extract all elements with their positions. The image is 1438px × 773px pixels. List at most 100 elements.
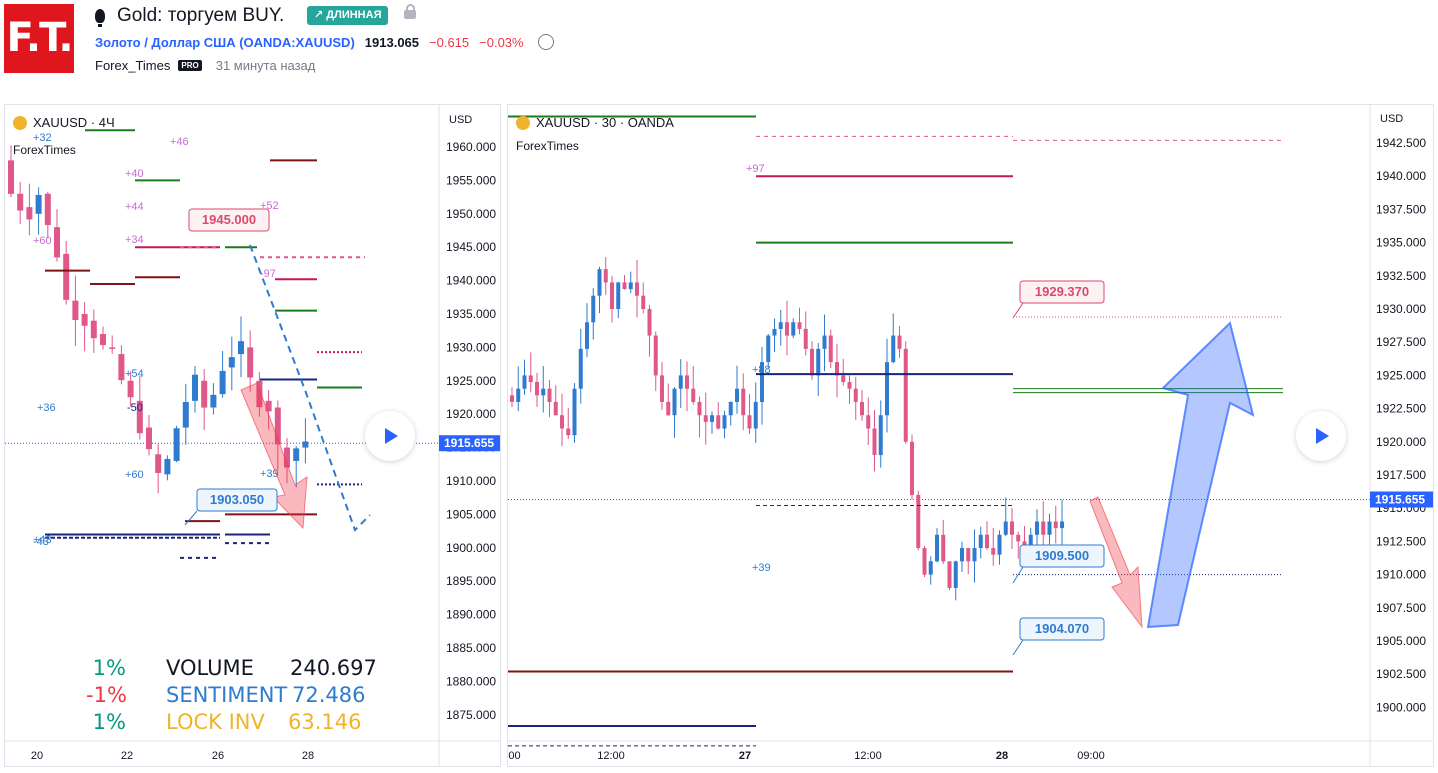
level-tag: +46 bbox=[170, 136, 189, 148]
level-tag: -43 bbox=[33, 536, 49, 548]
candle-body bbox=[691, 388, 696, 402]
stat-row: 1% LOCK INV 63.146 bbox=[93, 710, 380, 737]
candle-body bbox=[885, 362, 889, 416]
time-tick-label: 27 bbox=[739, 750, 751, 762]
candle-body bbox=[522, 375, 527, 389]
level-tag: +36 bbox=[37, 402, 56, 414]
price-tick-label: 1920.000 bbox=[1376, 435, 1426, 449]
candle-body bbox=[910, 441, 914, 495]
candle-body bbox=[622, 282, 627, 290]
candle-body bbox=[847, 382, 852, 389]
candle-body bbox=[916, 494, 921, 549]
price-tick-label: 1912.500 bbox=[1376, 534, 1426, 548]
price-tick-label: 1905.000 bbox=[1376, 634, 1426, 648]
price-tick-label: 1910.000 bbox=[1376, 568, 1426, 582]
candle-body bbox=[985, 534, 989, 549]
candle-body bbox=[991, 548, 996, 555]
candle-body bbox=[578, 348, 583, 389]
time-tick-label: 20 bbox=[31, 750, 43, 762]
left-chart-author: ForexTimes bbox=[13, 143, 76, 157]
direction-badge: ↗ ДЛИННАЯ bbox=[307, 6, 389, 25]
candle-body bbox=[17, 193, 24, 211]
stats-overlay: 1% VOLUME 240.697 -1% SENTIMENT 72.486 1% LOCK … bbox=[86, 656, 380, 737]
candle-body bbox=[560, 415, 564, 429]
candle-body bbox=[647, 309, 652, 336]
price-tick-label: 1935.000 bbox=[446, 307, 496, 321]
candle-body bbox=[26, 207, 33, 220]
price-tick-label: 1890.000 bbox=[446, 608, 496, 622]
level-tag: +32 bbox=[33, 132, 52, 144]
candle-body bbox=[866, 415, 871, 429]
candle-body bbox=[778, 322, 783, 329]
candle-body bbox=[835, 362, 839, 376]
right-chart-pane[interactable]: USD 1942.500 1940.000 1937.500 1935.000 1932.… bbox=[507, 104, 1434, 767]
price-tick-label: 1902.500 bbox=[1376, 667, 1426, 681]
candle-body bbox=[953, 561, 958, 588]
price-tick-label: 1900.000 bbox=[446, 541, 496, 555]
candle-body bbox=[136, 400, 143, 434]
candle-body bbox=[553, 401, 558, 416]
currency-label: USD bbox=[449, 114, 472, 126]
callout-1904-box bbox=[1019, 617, 1105, 641]
price-tick-label: 1942.500 bbox=[1376, 136, 1426, 150]
candle-body bbox=[1003, 521, 1008, 535]
price-tick-label: 1940.000 bbox=[1376, 169, 1426, 183]
candle-body bbox=[118, 354, 125, 381]
time-tick-label: 22 bbox=[121, 750, 133, 762]
candle-body bbox=[603, 269, 608, 283]
forex-times-logo[interactable]: F.T. bbox=[4, 4, 74, 73]
stat-percent: 1% bbox=[92, 710, 126, 734]
level-tag: +44 bbox=[125, 201, 144, 213]
candle-body bbox=[710, 415, 714, 422]
candle-body bbox=[666, 401, 671, 416]
callout-1903: 1903.050 bbox=[210, 492, 264, 507]
candle-body bbox=[966, 548, 971, 562]
candle-body bbox=[853, 388, 858, 402]
lightbulb-icon bbox=[95, 9, 105, 27]
symbol-link[interactable]: Золото / Доллар США (OANDA:XAUUSD) bbox=[95, 34, 355, 50]
price-tick-label: 1935.000 bbox=[1376, 236, 1426, 250]
level-tag: +40 bbox=[125, 168, 144, 180]
candle-body bbox=[528, 375, 533, 383]
candle-body bbox=[660, 375, 664, 402]
price-tick-label: 1900.000 bbox=[1376, 700, 1426, 714]
stat-row: -1% SENTIMENT 72.486 bbox=[86, 683, 380, 710]
author-name[interactable]: Forex_Times bbox=[95, 58, 171, 73]
candle-body bbox=[8, 160, 14, 194]
right-chart-canvas[interactable]: USD 1942.500 1940.000 1937.500 1935.000 1932.… bbox=[508, 105, 1434, 767]
price-tick-label: 1922.500 bbox=[1376, 402, 1426, 416]
current-price-label: 1915.655 bbox=[444, 436, 494, 450]
candle-body bbox=[997, 534, 1002, 555]
candle-body bbox=[173, 428, 180, 461]
candle-body bbox=[535, 382, 539, 396]
candle-body bbox=[810, 348, 814, 376]
candle-body bbox=[1047, 521, 1052, 535]
candle-body bbox=[816, 348, 821, 376]
candle-body bbox=[828, 335, 833, 363]
candle-body bbox=[72, 300, 79, 321]
candle-body bbox=[210, 394, 217, 408]
callout-1909-box bbox=[1019, 544, 1105, 568]
candle-body bbox=[146, 427, 152, 450]
level-tag: +39 bbox=[752, 562, 771, 574]
candle-body bbox=[803, 328, 808, 349]
left-chart-canvas[interactable]: USD 1960.000 1955.000 1950.000 1945.000 1940.… bbox=[5, 105, 501, 767]
play-button-right[interactable] bbox=[1296, 411, 1346, 461]
candle-body bbox=[878, 415, 883, 456]
candle-body bbox=[127, 380, 134, 398]
author-info: Forex_Times PRO 31 минута назад bbox=[95, 58, 315, 73]
level-tag: +60 bbox=[33, 235, 52, 247]
candle-body bbox=[109, 347, 116, 349]
candle-body bbox=[772, 328, 777, 336]
candle-body bbox=[1028, 534, 1033, 549]
play-button-left[interactable] bbox=[365, 411, 415, 461]
candle-body bbox=[616, 282, 621, 309]
candle-body bbox=[672, 388, 677, 416]
left-chart-pane[interactable]: USD 1960.000 1955.000 1950.000 1945.000 1940.… bbox=[4, 104, 501, 767]
candle-body bbox=[541, 388, 546, 396]
alarm-clock-icon[interactable] bbox=[537, 34, 554, 50]
right-chart-title: XAUUSD · 30 · OANDA bbox=[516, 115, 674, 130]
time-tick-label: 09:00 bbox=[1077, 750, 1105, 762]
price-tick-label: 1925.000 bbox=[446, 374, 496, 388]
candle-body bbox=[228, 357, 235, 368]
